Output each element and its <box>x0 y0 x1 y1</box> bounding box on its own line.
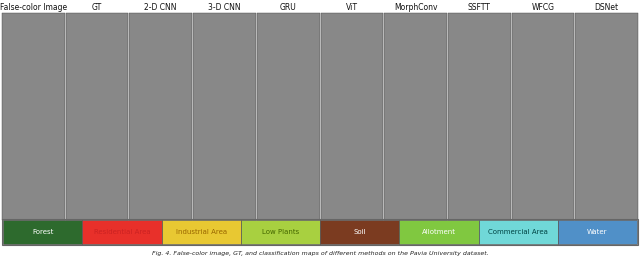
Bar <box>193 13 256 220</box>
Bar <box>557 220 637 244</box>
Bar <box>66 13 129 220</box>
Bar <box>129 13 192 220</box>
Text: Soil: Soil <box>353 229 366 235</box>
Text: SSFTT: SSFTT <box>468 3 491 12</box>
Text: False-color Image: False-color Image <box>0 3 67 12</box>
Bar <box>241 220 320 244</box>
Text: 3-D CNN: 3-D CNN <box>208 3 241 12</box>
Bar <box>3 220 83 244</box>
Bar <box>479 220 557 244</box>
Text: WFCG: WFCG <box>531 3 554 12</box>
Bar <box>2 13 65 220</box>
Bar <box>321 13 383 220</box>
Text: Residential Area: Residential Area <box>93 229 150 235</box>
Text: Fig. 4. False-color image, GT, and classification maps of different methods on t: Fig. 4. False-color image, GT, and class… <box>152 251 488 256</box>
Text: DSNet: DSNet <box>595 3 619 12</box>
Bar <box>399 220 479 244</box>
Bar <box>257 13 319 220</box>
Text: MorphConv: MorphConv <box>394 3 437 12</box>
Bar <box>384 13 447 220</box>
Bar <box>575 13 638 220</box>
Text: 2-D CNN: 2-D CNN <box>145 3 177 12</box>
Bar <box>161 220 241 244</box>
Text: Low Plants: Low Plants <box>262 229 299 235</box>
Bar <box>320 220 399 244</box>
Bar <box>511 13 574 220</box>
Text: Industrial Area: Industrial Area <box>175 229 227 235</box>
Text: Forest: Forest <box>32 229 53 235</box>
Text: Commercial Area: Commercial Area <box>488 229 548 235</box>
Text: Water: Water <box>587 229 607 235</box>
Bar <box>2 219 638 245</box>
Text: GRU: GRU <box>280 3 296 12</box>
Text: Allotment: Allotment <box>422 229 456 235</box>
Text: ViT: ViT <box>346 3 358 12</box>
Bar <box>83 220 161 244</box>
Text: GT: GT <box>92 3 102 12</box>
Bar <box>448 13 511 220</box>
